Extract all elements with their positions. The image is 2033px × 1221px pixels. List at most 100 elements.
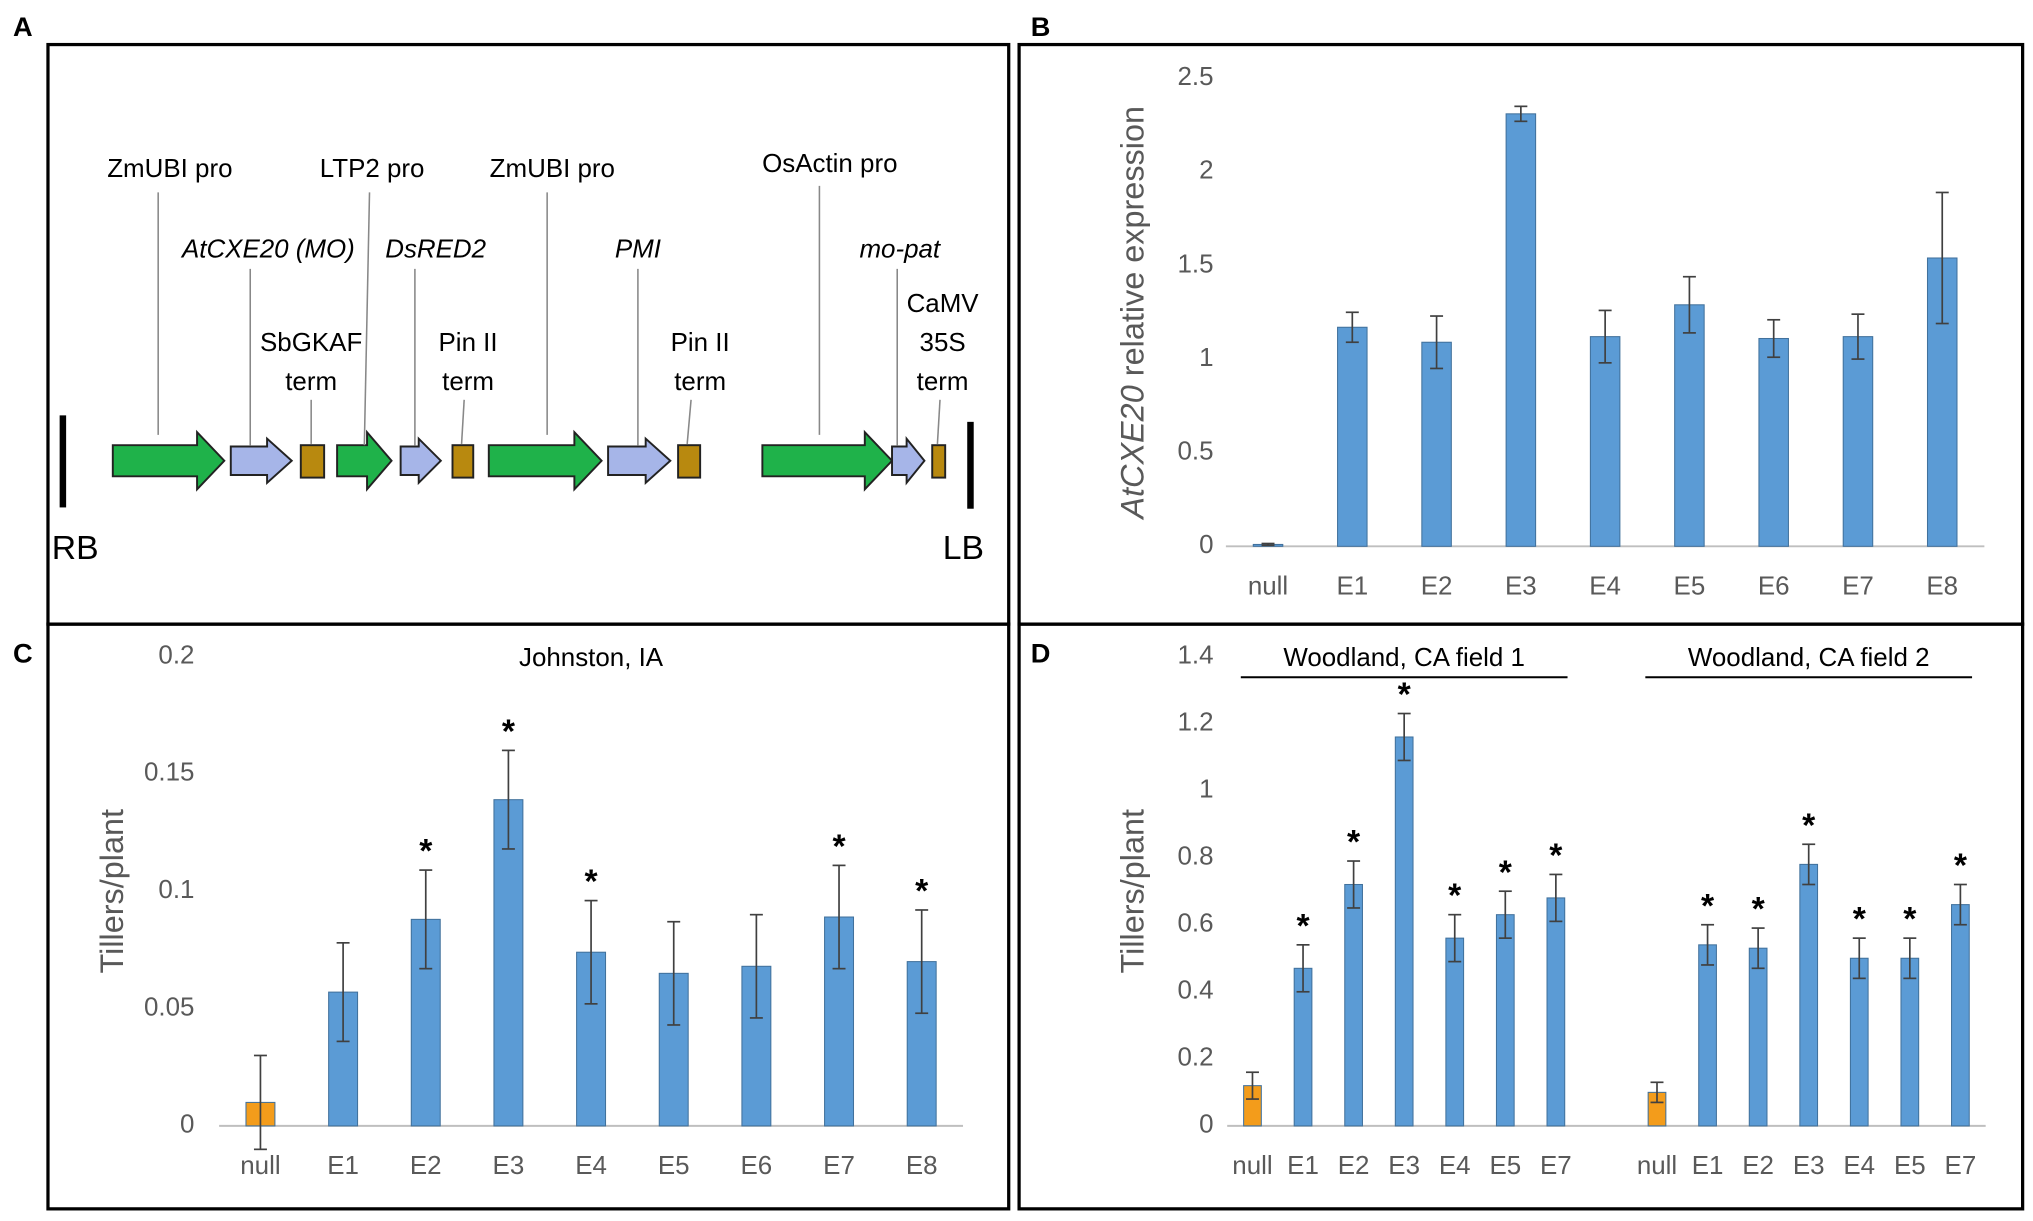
terminator-box: [451, 444, 475, 479]
promoter-label: ZmUBI pro: [107, 155, 232, 183]
promoter-arrow: [111, 429, 226, 492]
terminator-label: term: [442, 368, 494, 396]
error-bar: [501, 749, 515, 850]
significance-mark: *: [1499, 853, 1513, 891]
x-tick-label: E1: [327, 1152, 359, 1180]
bar: [493, 799, 524, 1127]
x-tick-label: E5: [1489, 1152, 1521, 1180]
error-bar: [1851, 313, 1865, 360]
bar: [1445, 937, 1465, 1127]
error-bar: [1296, 944, 1310, 993]
x-tick-label: E7: [1540, 1152, 1572, 1180]
promoter-arrow: [336, 429, 393, 492]
error-bar: [1261, 542, 1275, 547]
error-bar: [915, 909, 929, 1015]
terminator-label: term: [285, 368, 337, 396]
panel-letter: A: [13, 11, 33, 42]
bar: [1842, 336, 1874, 547]
left-border-label: LB: [943, 529, 984, 567]
y-axis-label: Tillers/plant: [1114, 809, 1150, 973]
x-tick-label: null: [1637, 1152, 1677, 1180]
bar: [1546, 897, 1566, 1127]
x-tick-label: E1: [1287, 1152, 1319, 1180]
y-tick-label: 0.2: [1178, 1044, 1214, 1072]
error-bar: [667, 920, 681, 1026]
x-tick-label: E3: [493, 1152, 525, 1180]
terminator-label: term: [674, 368, 726, 396]
x-tick-label: E7: [823, 1152, 855, 1180]
error-bar: [1650, 1081, 1664, 1104]
y-axis-label: Tillers/plant: [94, 809, 130, 973]
error-bar: [1598, 309, 1612, 364]
error-bar: [1802, 843, 1816, 886]
x-tick-label: E1: [1336, 573, 1368, 601]
error-bar: [1935, 191, 1949, 325]
y-tick-label: 2: [1199, 157, 1213, 185]
x-tick-label: E2: [410, 1152, 442, 1180]
x-tick-label: E6: [741, 1152, 773, 1180]
error-bar: [1701, 923, 1715, 966]
x-tick-label: E2: [1742, 1152, 1774, 1180]
bar: [1748, 947, 1768, 1127]
error-bar: [1347, 860, 1361, 909]
x-tick-label: E3: [1388, 1152, 1420, 1180]
y-tick-label: 2.5: [1178, 63, 1214, 91]
error-bar: [1430, 315, 1444, 370]
x-tick-label: null: [1232, 1152, 1272, 1180]
x-tick-label: E7: [1842, 573, 1874, 601]
significance-mark: *: [1853, 900, 1867, 938]
bar: [1344, 883, 1363, 1127]
y-axis-label-gene: AtCXE20: [1114, 385, 1150, 520]
x-tick-label: E1: [1692, 1152, 1724, 1180]
x-tick-label: E8: [1926, 573, 1958, 601]
significance-mark: *: [1296, 907, 1310, 945]
significance-mark: *: [1954, 847, 1968, 885]
terminator-box: [931, 444, 947, 479]
error-bar: [1514, 105, 1528, 123]
y-tick-label: 0.8: [1178, 843, 1214, 871]
bar: [1495, 914, 1515, 1127]
x-tick-label: E6: [1758, 573, 1790, 601]
bar: [1421, 341, 1452, 547]
y-tick-label: 1: [1199, 344, 1213, 372]
bar: [1900, 957, 1920, 1127]
significance-mark: *: [1701, 887, 1715, 925]
error-bar: [1498, 890, 1512, 939]
x-tick-label: E4: [1843, 1152, 1875, 1180]
significance-mark: *: [1398, 676, 1412, 714]
error-bar: [1903, 937, 1917, 980]
error-bar: [1767, 318, 1781, 359]
x-tick-label: E5: [1674, 573, 1706, 601]
x-tick-label: null: [240, 1152, 280, 1180]
error-bar: [1345, 311, 1359, 344]
gene-arrow: [891, 435, 926, 486]
group-label: Woodland, CA field 1: [1283, 644, 1525, 672]
terminator-label: Pin II: [671, 329, 730, 357]
x-tick-label: E2: [1421, 573, 1453, 601]
y-tick-label: 0.2: [158, 641, 194, 669]
y-axis-label: AtCXE20 relative expression: [1114, 106, 1150, 521]
y-tick-label: 0.1: [158, 876, 194, 904]
bar: [1951, 904, 1970, 1127]
x-tick-label: null: [1248, 573, 1288, 601]
significance-mark: *: [1802, 806, 1816, 844]
x-tick-label: E4: [575, 1152, 607, 1180]
terminator-label: 35S: [920, 329, 966, 357]
error-bar: [832, 864, 846, 970]
promoter-label: LTP2 pro: [320, 155, 425, 183]
error-bar: [253, 1054, 267, 1151]
terminator-label: term: [917, 368, 969, 396]
leader-line: [363, 192, 371, 446]
promoter-label: OsActin pro: [762, 150, 897, 178]
significance-mark: *: [915, 872, 929, 910]
significance-mark: *: [419, 832, 433, 870]
y-axis-label-text: Tillers/plant: [94, 809, 130, 973]
significance-mark: *: [1347, 823, 1361, 861]
leader-line: [460, 399, 465, 444]
x-tick-label: E7: [1945, 1152, 1977, 1180]
gene-label: mo-pat: [859, 236, 941, 264]
right-border-label: RB: [52, 529, 99, 567]
bar: [1849, 957, 1869, 1127]
